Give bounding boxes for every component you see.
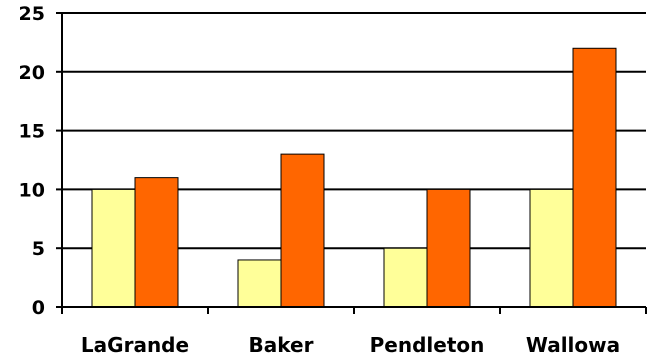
y-tick-label-15: 15 bbox=[19, 121, 45, 143]
bar-lagrande-series-1 bbox=[91, 188, 136, 308]
x-category-label-lagrande: LaGrande bbox=[81, 333, 189, 357]
y-tick-labels: 0 5 10 15 20 25 bbox=[19, 3, 45, 319]
y-tick-label-25: 25 bbox=[19, 3, 45, 25]
bar-pendleton-series-2 bbox=[426, 188, 471, 308]
bar-lagrande-series-2 bbox=[134, 177, 179, 308]
bars bbox=[91, 47, 617, 308]
y-tick-label-0: 0 bbox=[32, 297, 45, 319]
y-tick-label-20: 20 bbox=[19, 62, 45, 84]
bar-pendleton-series-1 bbox=[383, 247, 428, 308]
x-category-label-pendleton: Pendleton bbox=[370, 333, 485, 357]
x-category-label-wallowa: Wallowa bbox=[526, 333, 620, 357]
y-tick-label-5: 5 bbox=[32, 238, 45, 260]
axes bbox=[56, 12, 647, 314]
bar-baker-series-1 bbox=[237, 259, 282, 308]
bar-wallowa-series-1 bbox=[529, 188, 574, 308]
y-tick-label-10: 10 bbox=[19, 179, 45, 201]
x-category-label-baker: Baker bbox=[249, 333, 314, 357]
bar-baker-series-2 bbox=[280, 153, 325, 308]
bar-wallowa-series-2 bbox=[572, 47, 617, 308]
x-category-labels: LaGrande Baker Pendleton Wallowa bbox=[81, 333, 620, 357]
